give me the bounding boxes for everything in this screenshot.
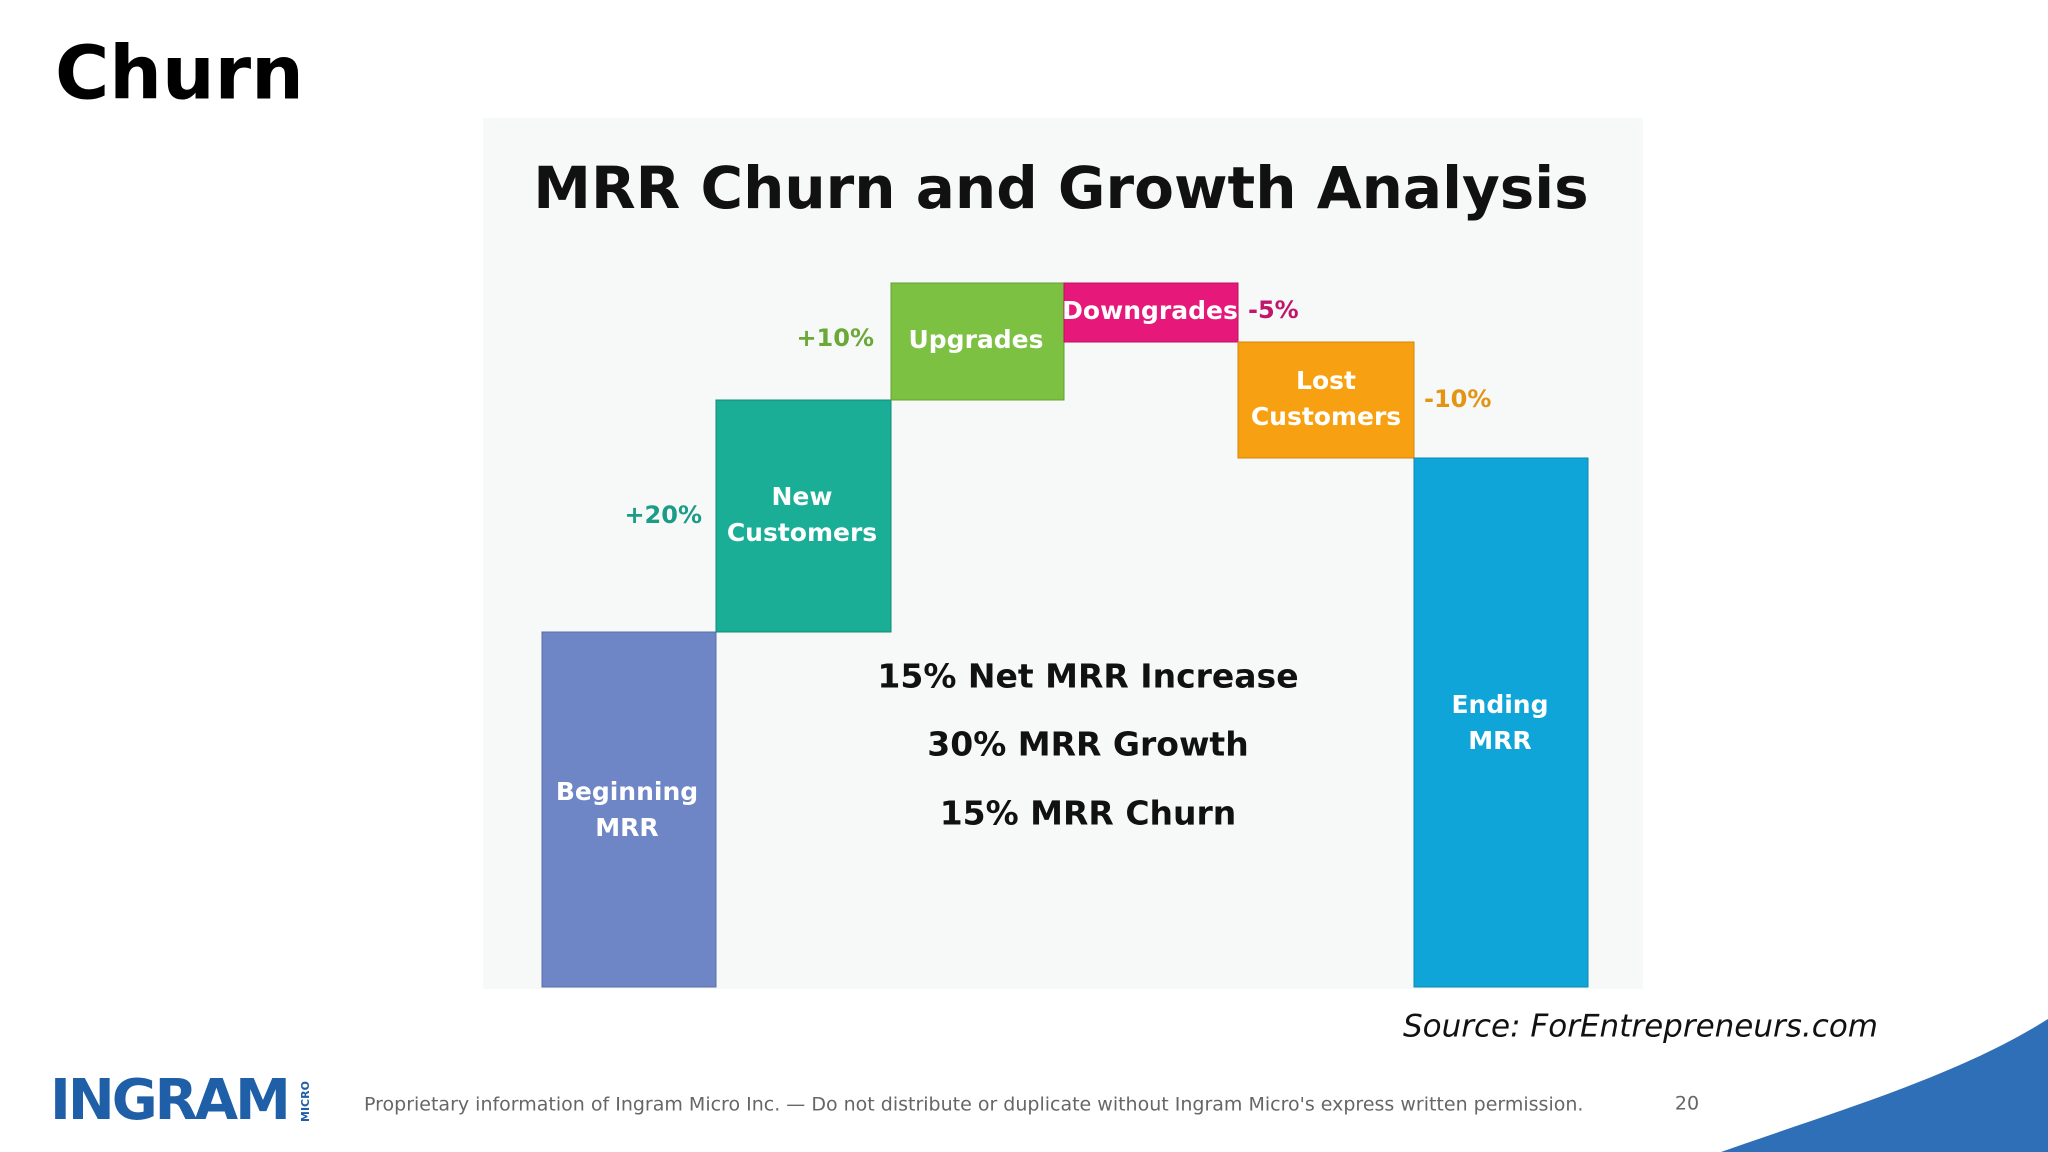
summary-line: 15% Net MRR Increase [877,657,1298,696]
source: Source: ForEntrepreneurs.com [1403,1009,1878,1045]
slide-title: Churn [55,31,304,117]
bar-label: Ending [1451,690,1548,719]
page-number: 20 [1675,1093,1699,1115]
change-label: -5% [1248,296,1299,324]
bar [1237,341,1415,459]
logo-sub: MICRO [299,1081,312,1122]
summary-line: 30% MRR Growth [927,725,1248,764]
bar-label: Downgrades [1062,296,1238,325]
bar [1413,457,1589,988]
figure-title: MRR Churn and Growth Analysis [533,154,1588,222]
bar-label: Customers [727,518,877,547]
bar [715,399,892,633]
bar [890,282,1065,401]
summary-line: 15% MRR Churn [940,794,1237,833]
change-label: -10% [1424,385,1491,413]
bar-label: Upgrades [908,325,1043,354]
bar [1063,282,1239,343]
bar-label: New [772,482,833,511]
bar-label: Lost [1296,366,1356,395]
bar-label: MRR [1468,726,1531,755]
footer-notice: Proprietary information of Ingram Micro … [364,1094,1583,1116]
corner-swoosh [1721,1019,2048,1152]
change-label: +20% [624,501,702,529]
bar-label: Beginning [556,777,698,806]
bar [541,631,717,988]
change-label: +10% [796,324,874,352]
bar-label: MRR [595,813,658,842]
logo: INGRAM [50,1068,288,1133]
bar-label: Customers [1251,402,1401,431]
